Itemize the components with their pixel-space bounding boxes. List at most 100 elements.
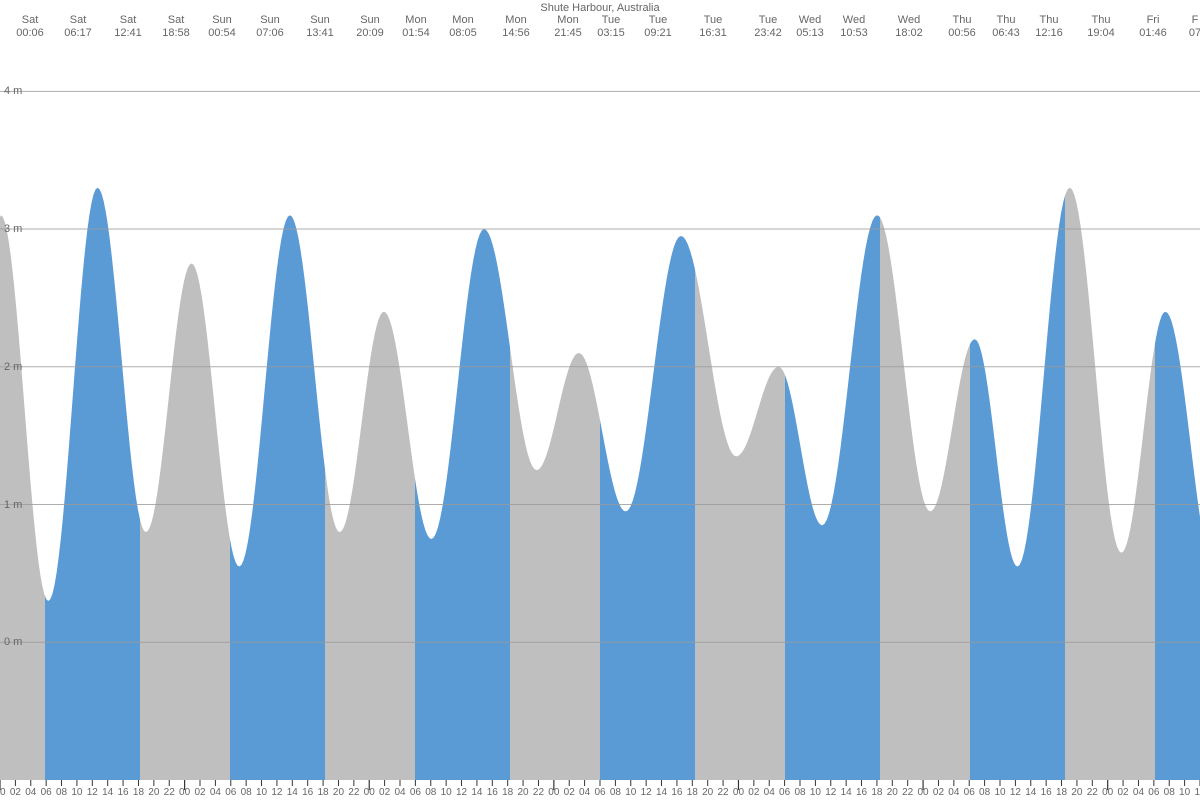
header-labels: Sat00:06 Sat06:17 Sat12:41 Sat18:58 Sun00:54…	[0, 14, 1200, 44]
x-axis-tick-label: 00	[918, 787, 929, 798]
y-axis-label: 1 m	[4, 499, 22, 511]
x-axis-tick-label: 02	[194, 787, 205, 798]
header-extreme-label: Sun13:41	[306, 14, 334, 40]
x-axis-tick-label: 08	[979, 787, 990, 798]
header-extreme-label: F07	[1189, 14, 1200, 40]
header-extreme-label: Thu00:56	[948, 14, 976, 40]
y-axis-label: 3 m	[4, 223, 22, 235]
x-axis-tick-label: 18	[502, 787, 513, 798]
header-extreme-label: Sun07:06	[256, 14, 284, 40]
x-axis-tick-label: 10	[256, 787, 267, 798]
header-extreme-label: Mon21:45	[554, 14, 582, 40]
x-axis-tick-label: 14	[471, 787, 482, 798]
x-axis-tick-label: 08	[425, 787, 436, 798]
header-extreme-label: Wed18:02	[895, 14, 923, 40]
header-extreme-label: Mon08:05	[449, 14, 477, 40]
x-axis-tick-label: 18	[1056, 787, 1067, 798]
x-axis-tick-label: 02	[379, 787, 390, 798]
x-axis-tick-label: 14	[1025, 787, 1036, 798]
y-axis-label: 4 m	[4, 85, 22, 97]
header-extreme-label: Mon01:54	[402, 14, 430, 40]
header-extreme-label: Fri01:46	[1139, 14, 1167, 40]
x-axis-tick-label: 04	[394, 787, 405, 798]
x-axis-tick-label: 14	[656, 787, 667, 798]
x-axis-tick-label: 02	[10, 787, 21, 798]
x-axis-tick-label: 02	[1118, 787, 1129, 798]
header-extreme-label: Wed05:13	[796, 14, 824, 40]
x-axis-tick-label: 22	[164, 787, 175, 798]
x-axis-tick-label: 18	[687, 787, 698, 798]
x-axis-tick-label: 14	[102, 787, 113, 798]
x-axis-tick-label: 06	[410, 787, 421, 798]
x-axis-tick-label: 18	[871, 787, 882, 798]
x-axis-tick-label: 04	[948, 787, 959, 798]
tide-chart: Shute Harbour, Australia Sat00:06 Sat06:1…	[0, 0, 1200, 800]
header-extreme-label: Sun00:54	[208, 14, 236, 40]
x-axis-tick-label: 20	[887, 787, 898, 798]
x-axis-tick-label: 16	[118, 787, 129, 798]
x-axis-tick-label: 12	[1010, 787, 1021, 798]
x-axis-tick-label: 18	[318, 787, 329, 798]
x-axis-tick-label: 04	[764, 787, 775, 798]
x-axis-tick-label: 08	[241, 787, 252, 798]
x-axis-tick-label: 10	[441, 787, 452, 798]
header-extreme-label: Thu19:04	[1087, 14, 1115, 40]
x-axis-tick-label: 12	[641, 787, 652, 798]
header-extreme-label: Tue03:15	[597, 14, 625, 40]
header-extreme-label: Thu12:16	[1035, 14, 1063, 40]
x-axis-tick-label: 08	[56, 787, 67, 798]
x-axis-tick-label: 02	[564, 787, 575, 798]
x-axis-tick-label: 10	[810, 787, 821, 798]
x-axis-tick-label: 10	[994, 787, 1005, 798]
header-extreme-label: Tue23:42	[754, 14, 782, 40]
x-axis-tick-label: 02	[933, 787, 944, 798]
chart-svg	[0, 0, 1200, 800]
x-axis-tick-label: 06	[779, 787, 790, 798]
x-axis-tick-label: 00	[179, 787, 190, 798]
chart-title: Shute Harbour, Australia	[0, 2, 1200, 14]
x-axis-tick-label: 22	[1087, 787, 1098, 798]
x-axis-tick-label: 04	[210, 787, 221, 798]
x-axis-tick-label: 22	[533, 787, 544, 798]
x-axis-tick-label: 00	[364, 787, 375, 798]
x-axis-tick-label: 12	[825, 787, 836, 798]
header-extreme-label: Thu06:43	[992, 14, 1020, 40]
x-axis-tick-label: 10	[625, 787, 636, 798]
x-axis-tick-label: 20	[702, 787, 713, 798]
x-axis-tick-label: 22	[718, 787, 729, 798]
x-axis-tick-label: 06	[225, 787, 236, 798]
header-extreme-label: Tue16:31	[699, 14, 727, 40]
x-axis-tick-label: 18	[133, 787, 144, 798]
x-axis-tick-label: 14	[287, 787, 298, 798]
header-extreme-label: Tue09:21	[644, 14, 672, 40]
x-axis-tick-label: 20	[333, 787, 344, 798]
x-axis-tick-label: 08	[1164, 787, 1175, 798]
x-axis-tick-label: 10	[1179, 787, 1190, 798]
x-axis-tick-label: 16	[302, 787, 313, 798]
header-extreme-label: Sat18:58	[162, 14, 190, 40]
x-axis-tick-label: 10	[71, 787, 82, 798]
header-extreme-label: Sat06:17	[64, 14, 92, 40]
x-axis-tick-label: 14	[841, 787, 852, 798]
x-axis-tick-label: 06	[964, 787, 975, 798]
header-extreme-label: Sat00:06	[16, 14, 44, 40]
x-axis-tick-label: 04	[579, 787, 590, 798]
header-extreme-label: Wed10:53	[840, 14, 868, 40]
x-axis-tick-label: 04	[25, 787, 36, 798]
x-axis-tick-label: 22	[902, 787, 913, 798]
x-axis-tick-label: 04	[1133, 787, 1144, 798]
header-extreme-label: Sat12:41	[114, 14, 142, 40]
x-axis-tick-label: 06	[1148, 787, 1159, 798]
x-axis-tick-label: 16	[1041, 787, 1052, 798]
x-axis-tick-label: 00	[1102, 787, 1113, 798]
x-axis-tick-label: 20	[518, 787, 529, 798]
x-axis-tick-label: 16	[671, 787, 682, 798]
x-axis-tick-label: 12	[456, 787, 467, 798]
x-axis-tick-label: 12	[271, 787, 282, 798]
y-axis-label: 2 m	[4, 361, 22, 373]
x-axis-tick-label: 00	[0, 787, 6, 798]
x-axis-tick-label: 06	[41, 787, 52, 798]
x-axis-tick-label: 08	[610, 787, 621, 798]
x-axis-tick-label: 12	[1194, 787, 1200, 798]
x-axis-tick-label: 22	[348, 787, 359, 798]
